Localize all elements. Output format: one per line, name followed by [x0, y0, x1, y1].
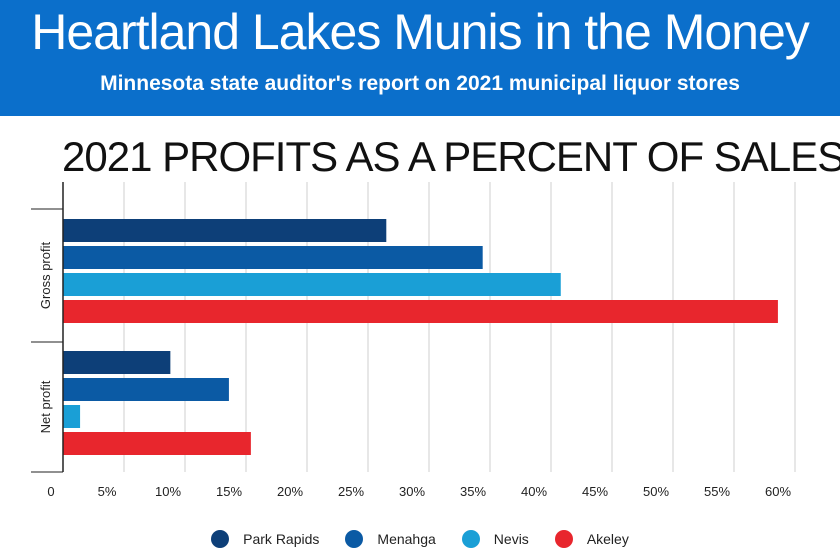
legend-label: Park Rapids	[243, 531, 320, 547]
bar-akeley-1	[63, 432, 251, 455]
chart-legend: Park Rapids Menahga Nevis Akeley	[0, 528, 840, 550]
x-tick-label: 10%	[155, 484, 181, 499]
bar-akeley-0	[63, 300, 778, 323]
legend-item: Menahga	[345, 530, 436, 548]
bar-park-rapids-0	[63, 219, 387, 242]
legend-item: Park Rapids	[211, 530, 319, 548]
bar-nevis-1	[63, 405, 81, 428]
legend-swatch	[461, 530, 480, 548]
x-tick-label: 20%	[277, 484, 303, 499]
bar-park-rapids-1	[63, 351, 171, 374]
chart-title: 2021 PROFITS AS A PERCENT OF SALES	[62, 133, 840, 180]
category-label: Net profit	[38, 380, 53, 433]
page-title: Heartland Lakes Munis in the Money	[31, 4, 810, 60]
legend-swatch	[345, 530, 364, 548]
x-tick-label: 25%	[338, 484, 364, 499]
x-tick-label: 5%	[98, 484, 117, 499]
x-tick-label: 45%	[582, 484, 608, 499]
x-tick-label: 60%	[765, 484, 791, 499]
legend-item: Akeley	[554, 530, 629, 548]
x-tick-label: 35%	[460, 484, 486, 499]
x-tick-label: 55%	[704, 484, 730, 499]
x-tick-label: 15%	[216, 484, 242, 499]
legend-item: Nevis	[461, 530, 529, 548]
bar-chart: 0 5% 10% 15% 20% 25% 30% 35% 40% 45% 50% 55% 60% Gros…	[31, 182, 796, 499]
legend-swatch	[211, 530, 230, 548]
header-banner: Heartland Lakes Munis in the Money Minne…	[0, 0, 840, 116]
page-subtitle: Minnesota state auditor's report on 2021…	[100, 72, 740, 95]
legend-label: Akeley	[586, 531, 629, 547]
legend-label: Menahga	[377, 531, 436, 547]
legend-label: Nevis	[493, 531, 529, 547]
x-tick-label: 0	[47, 484, 54, 499]
legend-swatch	[554, 530, 573, 548]
bar-menahga-0	[63, 246, 483, 269]
bar-nevis-0	[63, 273, 561, 296]
category-label: Gross profit	[38, 242, 53, 310]
x-tick-label: 40%	[521, 484, 547, 499]
x-tick-label: 30%	[399, 484, 425, 499]
x-tick-label: 50%	[643, 484, 669, 499]
bar-menahga-1	[63, 378, 229, 401]
